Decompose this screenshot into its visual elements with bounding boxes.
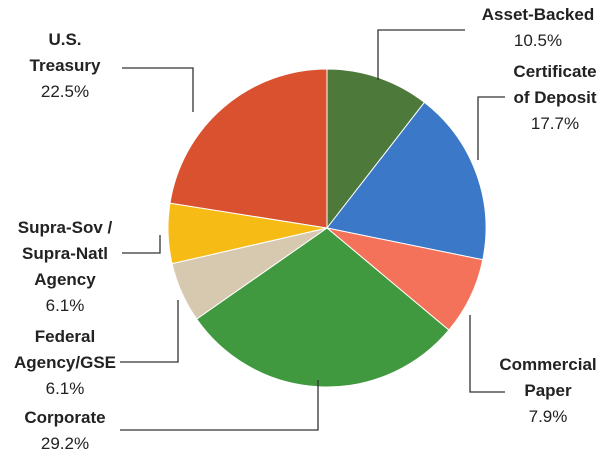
category-label: Commercial Paper xyxy=(499,355,597,400)
leader-line xyxy=(469,315,505,393)
value-label: 17.7% xyxy=(530,114,580,133)
value-label: 22.5% xyxy=(40,82,90,101)
value-label: 7.9% xyxy=(528,407,568,426)
leader-line xyxy=(122,67,194,112)
slice-label: Commercial Paper 7.9% xyxy=(473,352,615,430)
leader-line xyxy=(120,380,319,431)
value-label: 6.1% xyxy=(45,379,85,398)
leader-line xyxy=(477,96,505,160)
pie-slice xyxy=(326,101,487,261)
pie-slice xyxy=(169,68,328,229)
slice-label: Federal Agency/GSE 6.1% xyxy=(0,324,140,402)
category-label: Asset-Backed xyxy=(481,5,595,24)
value-label: 10.5% xyxy=(513,31,563,50)
slice-label: Supra-Sov / Supra-Natl Agency 6.1% xyxy=(0,215,140,319)
category-label: Supra-Sov / Supra-Natl Agency xyxy=(17,218,113,289)
leader-line xyxy=(122,235,161,254)
category-label: Certificate of Deposit xyxy=(513,62,597,107)
pie-slice xyxy=(195,227,450,388)
category-label: U.S. Treasury xyxy=(29,30,101,75)
category-label: Corporate xyxy=(24,408,106,427)
slice-label: U.S. Treasury 22.5% xyxy=(0,27,140,105)
value-label: 29.2% xyxy=(40,434,90,453)
value-label: 6.1% xyxy=(45,296,85,315)
category-label: Federal Agency/GSE xyxy=(13,327,117,372)
slice-label: Certificate of Deposit 17.7% xyxy=(480,59,615,137)
leader-line xyxy=(377,29,465,80)
slice-label: Asset-Backed 10.5% xyxy=(463,2,613,54)
slice-label: Corporate 29.2% xyxy=(0,405,140,455)
leader-line xyxy=(120,300,179,363)
